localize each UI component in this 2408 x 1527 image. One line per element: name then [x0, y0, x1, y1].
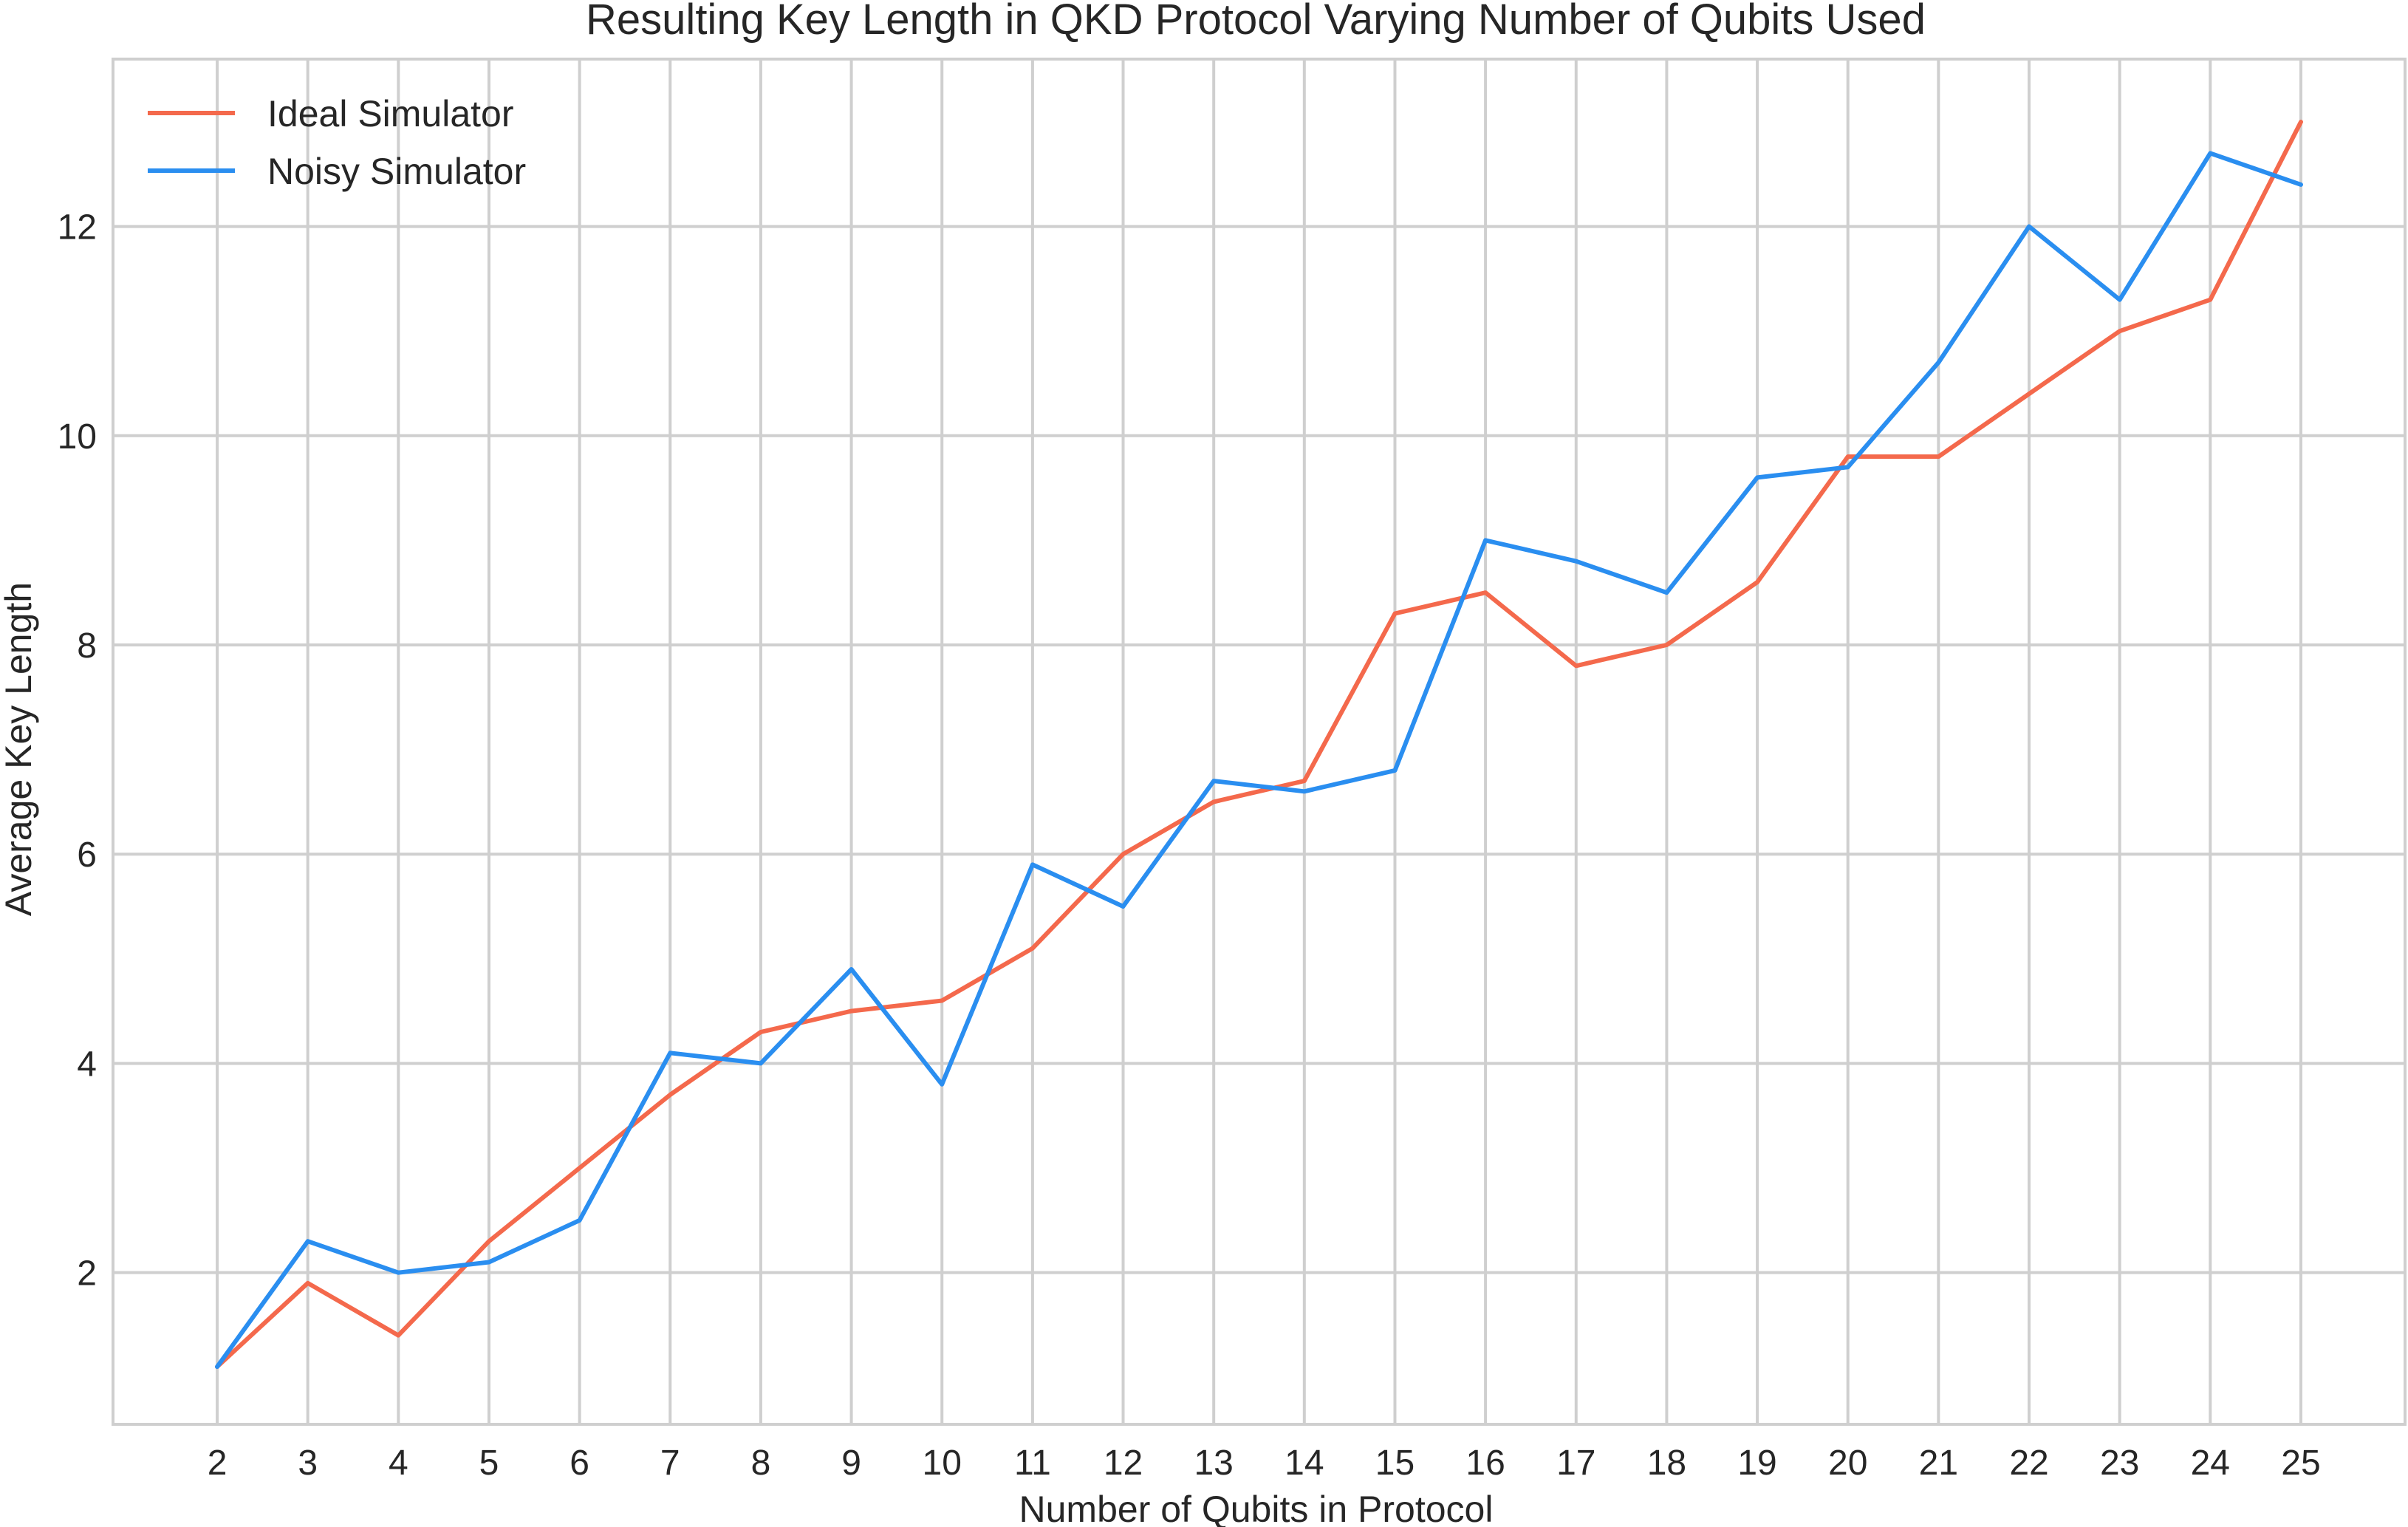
x-tick-label: 23 [2100, 1444, 2139, 1483]
x-tick-label: 16 [1465, 1444, 1505, 1483]
x-tick-label: 17 [1556, 1444, 1595, 1483]
x-tick-label: 2 [208, 1444, 228, 1483]
x-tick-label: 19 [1737, 1444, 1776, 1483]
y-axis-label: Average Key Length [0, 582, 39, 916]
x-tick-label: 10 [923, 1444, 962, 1483]
y-tick-label: 8 [77, 626, 97, 666]
y-tick-label: 6 [77, 836, 97, 875]
y-tick-label: 2 [77, 1254, 97, 1294]
x-tick-label: 15 [1375, 1444, 1415, 1483]
y-tick-label: 4 [77, 1045, 97, 1084]
legend-label-ideal: Ideal Simulator [267, 93, 514, 134]
y-tick-label: 12 [58, 208, 97, 247]
legend: Ideal Simulator Noisy Simulator [148, 93, 526, 192]
chart-title: Resulting Key Length in QKD Protocol Var… [586, 0, 1926, 44]
grid [113, 59, 2405, 1424]
x-tick-label: 22 [2009, 1444, 2048, 1483]
x-tick-label: 9 [841, 1444, 861, 1483]
x-tick-label: 3 [298, 1444, 318, 1483]
x-axis-label: Number of Qubits in Protocol [1019, 1489, 1494, 1527]
x-tick-label: 7 [660, 1444, 680, 1483]
x-tick-label: 20 [1828, 1444, 1867, 1483]
noisy-simulator-line [215, 151, 2303, 1370]
tick-labels: 2 3 4 5 6 7 8 9 10 11 12 13 14 15 16 17 18 19 20 21 22 23 24 25… [58, 208, 2321, 1483]
ideal-simulator-line [215, 120, 2303, 1370]
legend-label-noisy: Noisy Simulator [267, 151, 526, 192]
x-tick-label: 8 [751, 1444, 771, 1483]
x-tick-label: 6 [569, 1444, 589, 1483]
series-layer [215, 120, 2303, 1370]
plot-frame [112, 58, 2407, 1426]
x-tick-label: 5 [479, 1444, 499, 1483]
x-tick-label: 25 [2281, 1444, 2320, 1483]
x-tick-label: 24 [2191, 1444, 2230, 1483]
y-tick-label: 10 [58, 417, 97, 457]
x-tick-label: 11 [1014, 1444, 1051, 1483]
x-tick-label: 21 [1919, 1444, 1958, 1483]
x-tick-label: 14 [1285, 1444, 1324, 1483]
x-tick-label: 12 [1104, 1444, 1143, 1483]
x-tick-label: 13 [1194, 1444, 1233, 1483]
x-tick-label: 18 [1647, 1444, 1686, 1483]
x-tick-label: 4 [389, 1444, 408, 1483]
